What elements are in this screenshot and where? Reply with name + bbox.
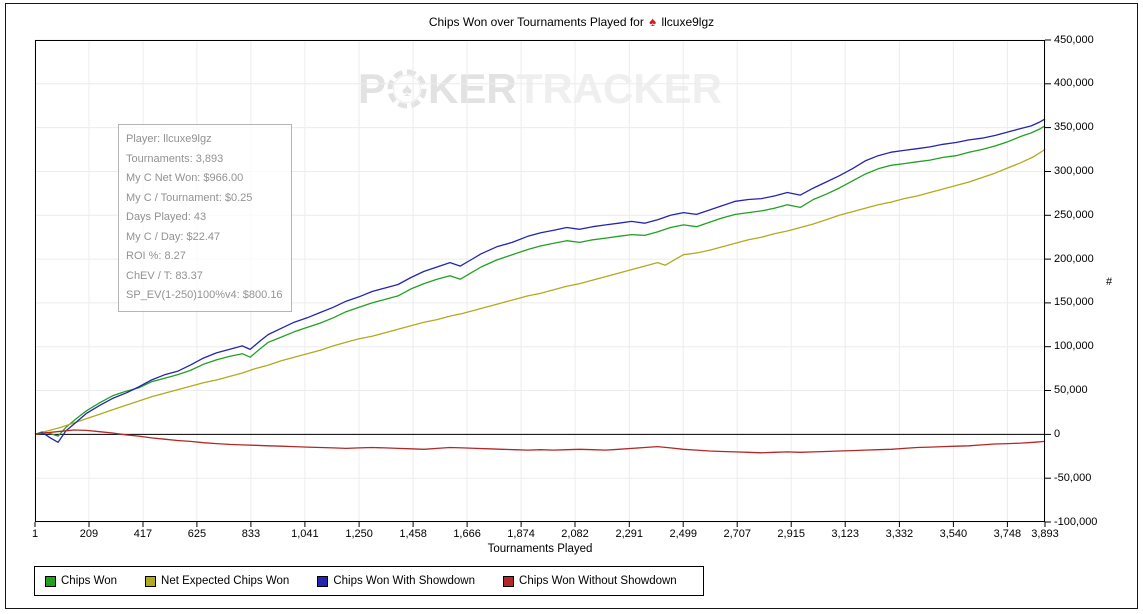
legend-swatch-chips-won-without-showdown — [503, 575, 515, 587]
x-tick-label: 1,666 — [453, 528, 481, 540]
y-tick-label: -100,000 — [1054, 515, 1098, 528]
legend-item-chips-won-without-showdown[interactable]: Chips Won Without Showdown — [503, 575, 677, 587]
y-tick-label: 300,000 — [1054, 164, 1094, 177]
x-tick-label: 1 — [31, 528, 39, 540]
y-tick-label: 50,000 — [1054, 384, 1088, 397]
series-line-net-expected-chips-won — [34, 148, 1046, 436]
x-tick-label: 2,499 — [669, 528, 697, 540]
stat-line: Days Played: 43 — [126, 211, 207, 223]
x-tick-label: 625 — [187, 528, 207, 540]
player-name: llcuxe9lgz — [661, 15, 715, 29]
y-tick-label: 350,000 — [1054, 121, 1094, 134]
legend: Chips Won Net Expected Chips Won Chips W… — [34, 566, 704, 596]
watermark-text-ker: KER — [428, 65, 517, 112]
y-tick-label: 100,000 — [1054, 340, 1094, 353]
y-tick-label: 450,000 — [1054, 33, 1094, 46]
legend-item-chips-won-with-showdown[interactable]: Chips Won With Showdown — [317, 575, 475, 587]
pokerstars-spade-icon: ♠ — [649, 14, 657, 29]
legend-item-chips-won[interactable]: Chips Won — [45, 575, 117, 587]
legend-label: Chips Won Without Showdown — [519, 575, 677, 587]
watermark-text-p: P — [357, 65, 386, 112]
legend-label: Chips Won — [61, 575, 118, 587]
legend-label: Net Expected Chips Won — [161, 575, 290, 587]
x-tick-label: 417 — [133, 528, 153, 540]
legend-swatch-chips-won-with-showdown — [317, 575, 329, 587]
stat-line: Player: llcuxe9lgz — [126, 133, 212, 145]
plot-area[interactable]: P ♠ KER TRACKER Player: llcuxe9lgz Tourna… — [34, 39, 1051, 527]
player-stats-tooltip: Player: llcuxe9lgz Tournaments: 3,893 My C… — [118, 124, 292, 312]
x-tick-label: 3,123 — [831, 528, 859, 540]
poker-chip-icon: ♠ — [387, 69, 427, 109]
plot-border — [35, 40, 1045, 522]
y-tick-label: 200,000 — [1054, 252, 1094, 265]
y-tick-label: 400,000 — [1054, 77, 1094, 90]
x-axis-title: Tournaments Played — [487, 543, 593, 555]
y-tick-label: 250,000 — [1054, 208, 1094, 221]
x-tick-label: 3,748 — [993, 528, 1022, 540]
stat-line: ROI %: 8.27 — [126, 250, 186, 262]
series-line-chips-won-without-showdown — [34, 429, 1046, 454]
y-tick-label: 150,000 — [1054, 296, 1094, 309]
x-tick-label: 3,893 — [1031, 528, 1059, 540]
x-tick-label: 2,915 — [777, 528, 805, 540]
x-tick-label: 1,458 — [399, 528, 427, 540]
x-tick-label: 833 — [241, 528, 261, 540]
legend-swatch-net-expected-chips-won — [145, 575, 157, 587]
chart-title: Chips Won over Tournaments Played for ♠ … — [0, 14, 1143, 29]
stat-line: SP_EV(1-250)100%v4: $800.16 — [126, 289, 283, 301]
x-tick-label: 209 — [79, 528, 99, 540]
x-tick-label: 1,874 — [507, 528, 535, 540]
x-tick-label: 1,250 — [345, 528, 373, 540]
y-axis-title: # — [1106, 276, 1113, 288]
legend-swatch-chips-won — [45, 575, 56, 587]
chart-title-text: Chips Won over Tournaments Played for — [428, 15, 644, 29]
stat-line: My C / Tournament: $0.25 — [126, 191, 253, 204]
pokertracker-watermark: P ♠ KER TRACKER — [358, 68, 722, 110]
x-tick-label: 2,082 — [561, 528, 589, 540]
legend-label: Chips Won With Showdown — [333, 575, 476, 587]
stat-line: My C Net Won: $966.00 — [126, 172, 244, 184]
x-tick-label: 3,332 — [885, 528, 914, 540]
watermark-text-tracker: TRACKER — [516, 65, 723, 112]
y-tick-label: -50,000 — [1054, 471, 1092, 484]
chip-spade-icon: ♠ — [402, 80, 412, 101]
series-line-chips-won-with-showdown — [34, 118, 1046, 443]
x-tick-label: 2,291 — [615, 528, 644, 540]
stat-line: My C / Day: $22.47 — [126, 230, 221, 243]
x-tick-label: 2,707 — [723, 528, 751, 540]
chart-canvas[interactable] — [34, 39, 1051, 527]
legend-item-net-expected-chips-won[interactable]: Net Expected Chips Won — [145, 575, 289, 587]
series-line-chips-won — [34, 125, 1046, 437]
y-tick-label: 0 — [1054, 427, 1061, 440]
stat-line: ChEV / T: 83.37 — [126, 269, 203, 282]
stat-line: Tournaments: 3,893 — [126, 152, 224, 165]
x-tick-label: 3,540 — [939, 528, 968, 540]
x-tick-label: 1,041 — [291, 528, 319, 540]
